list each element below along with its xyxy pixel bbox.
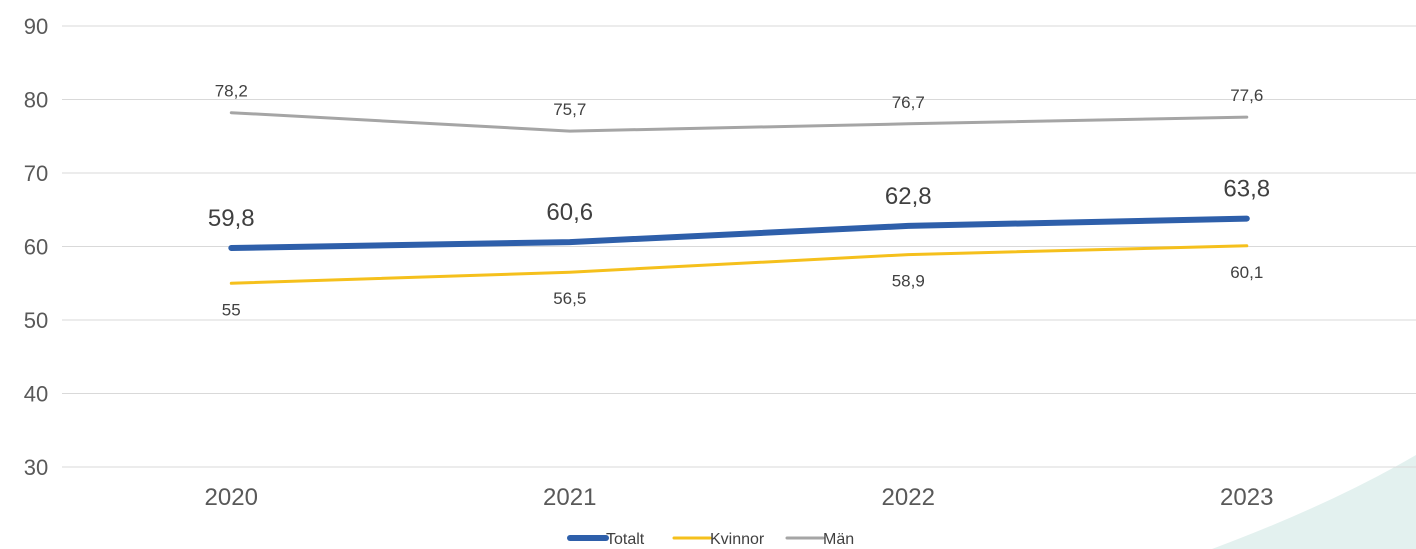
series-line-kvinnor <box>229 244 1249 285</box>
y-tick-label: 80 <box>24 88 48 113</box>
data-label-män: 77,6 <box>1230 86 1263 105</box>
x-axis: 2020 2021 2022 2023 <box>205 484 1274 511</box>
legend-label-män: Män <box>823 531 854 548</box>
data-label-kvinnor: 58,9 <box>892 272 925 291</box>
data-labels: 78,2 75,7 76,7 77,6 55 56,5 58,9 60,1 59,8 60,6 62… <box>208 82 1270 320</box>
data-label-totalt: 60,6 <box>546 199 593 226</box>
y-tick-label: 70 <box>24 161 48 186</box>
data-label-män: 76,7 <box>892 93 925 112</box>
y-tick-label: 40 <box>24 382 48 407</box>
data-label-totalt: 63,8 <box>1223 176 1270 203</box>
legend-label-kvinnor: Kvinnor <box>710 531 765 548</box>
series-lines <box>228 111 1250 285</box>
legend: Totalt Kvinnor Män <box>567 531 854 548</box>
data-label-totalt: 59,8 <box>208 205 255 232</box>
x-tick-label: 2021 <box>543 484 596 511</box>
y-axis: 30 40 50 60 70 80 90 <box>24 14 48 480</box>
data-label-kvinnor: 55 <box>222 300 241 319</box>
data-label-män: 75,7 <box>553 100 586 119</box>
x-tick-label: 2023 <box>1220 484 1273 511</box>
data-label-män: 78,2 <box>215 82 248 101</box>
y-tick-label: 30 <box>24 455 48 480</box>
x-tick-label: 2020 <box>205 484 258 511</box>
data-label-totalt: 62,8 <box>885 183 932 210</box>
series-line-män <box>229 111 1249 133</box>
data-label-kvinnor: 56,5 <box>553 289 586 308</box>
x-tick-label: 2022 <box>882 484 935 511</box>
series-line-totalt <box>228 215 1250 251</box>
y-tick-label: 50 <box>24 308 48 333</box>
y-tick-label: 90 <box>24 14 48 39</box>
data-label-kvinnor: 60,1 <box>1230 263 1263 282</box>
corner-wave-decoration <box>1212 455 1416 549</box>
y-tick-label: 60 <box>24 235 48 260</box>
legend-label-totalt: Totalt <box>606 531 645 548</box>
